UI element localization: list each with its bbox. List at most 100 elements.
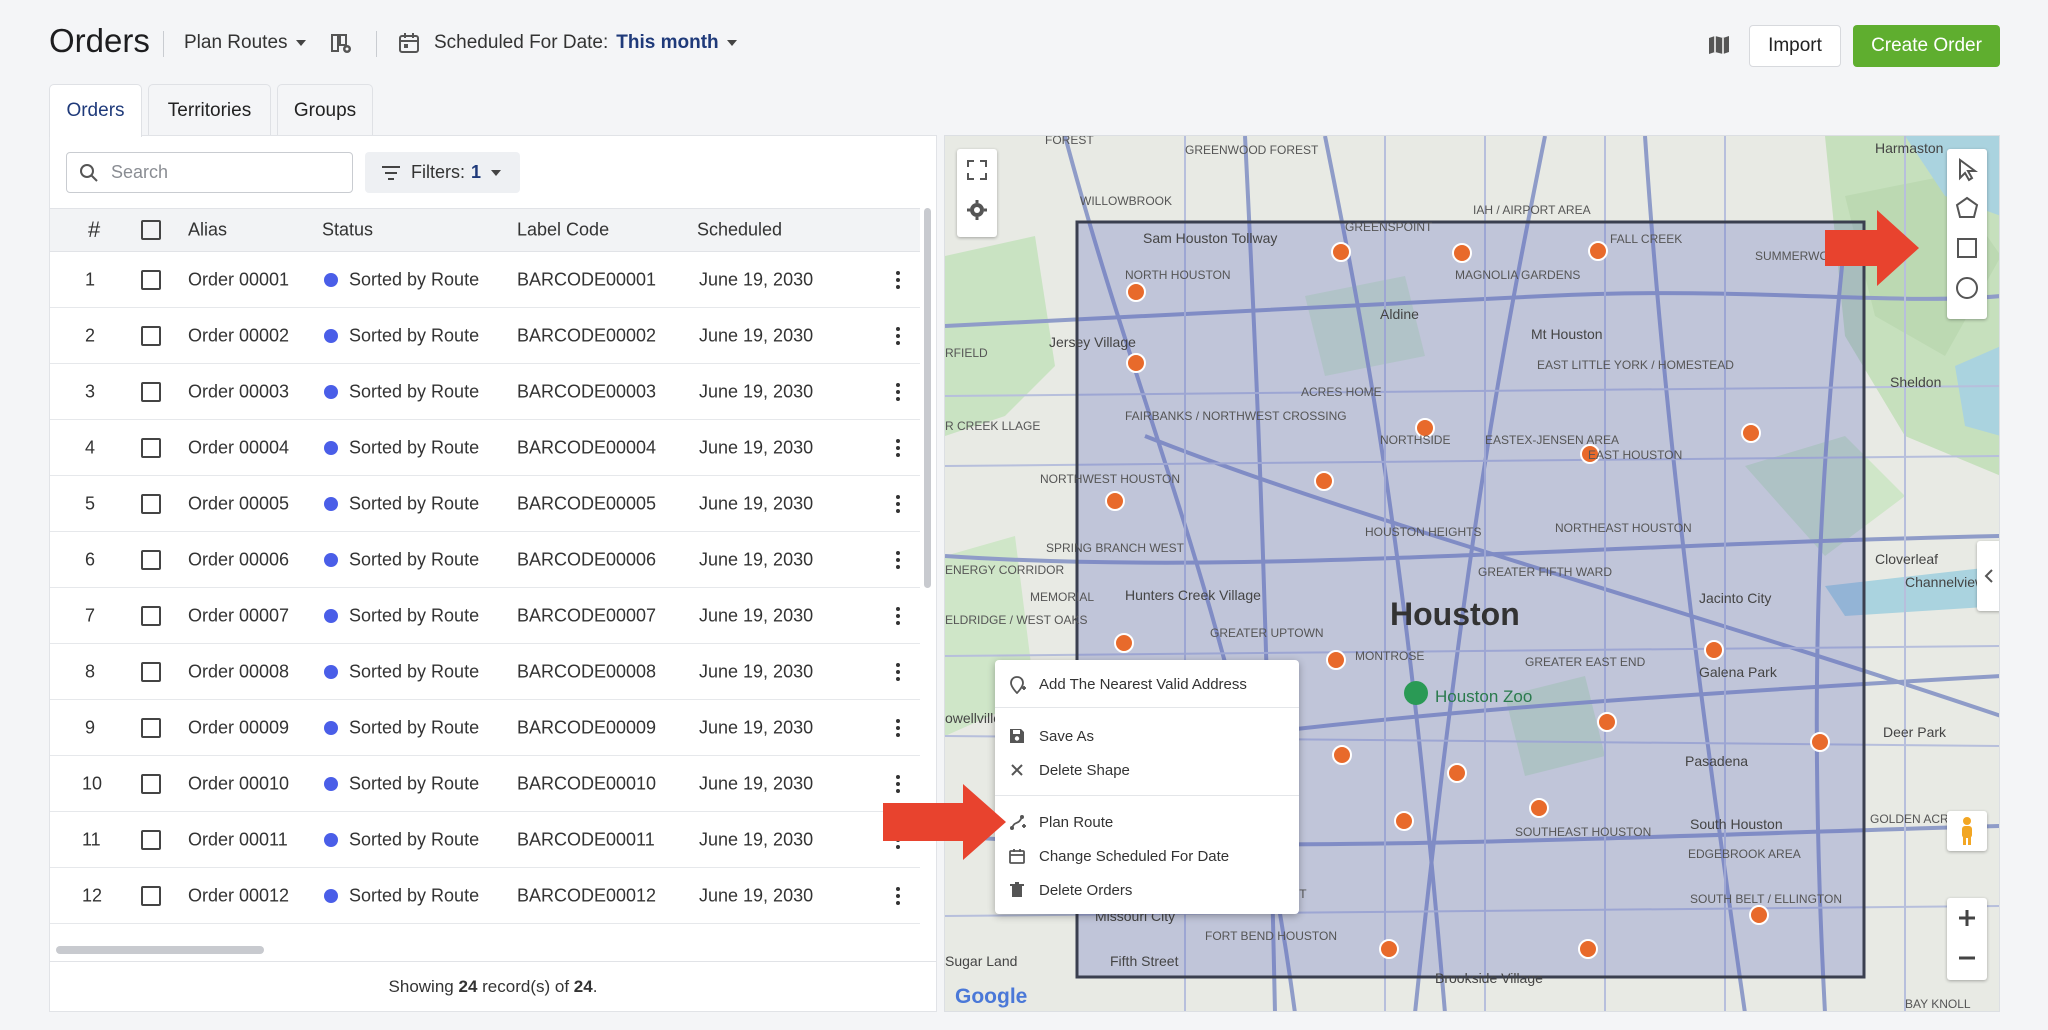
menu-item-label: Delete Shape — [1039, 761, 1130, 779]
order-alias[interactable]: Order 00011 — [188, 829, 288, 849]
order-alias[interactable]: Order 00001 — [188, 269, 290, 289]
order-alias[interactable]: Order 00008 — [188, 661, 290, 681]
order-alias[interactable]: Order 00012 — [188, 885, 290, 905]
vertical-scrollbar[interactable] — [922, 208, 932, 728]
column-status[interactable]: Status — [322, 219, 374, 240]
more-options-icon[interactable] — [896, 716, 900, 740]
more-options-icon[interactable] — [896, 884, 900, 908]
rectangle-tool-icon[interactable] — [1956, 237, 1978, 259]
order-alias[interactable]: Order 00009 — [188, 717, 290, 737]
order-scheduled-date: June 19, 2030 — [699, 269, 814, 289]
row-checkbox[interactable] — [141, 493, 161, 514]
zoom-out-icon[interactable] — [1957, 948, 1977, 968]
polygon-tool-icon[interactable] — [1955, 196, 1979, 220]
table-row[interactable]: 7 Order 00007 Sorted by Route BARCODE00007 J… — [50, 588, 920, 644]
zoom-in-icon[interactable] — [1957, 908, 1977, 928]
row-checkbox[interactable] — [141, 605, 161, 626]
table-row[interactable]: 10 Order 00010 Sorted by Route BARCODE00010… — [50, 756, 920, 812]
menu-item-plan-route[interactable]: Plan Route — [995, 806, 1299, 838]
more-options-icon[interactable] — [896, 772, 900, 796]
more-options-icon[interactable] — [896, 436, 900, 460]
column-scheduled[interactable]: Scheduled — [697, 219, 783, 240]
order-alias[interactable]: Order 00005 — [188, 493, 290, 513]
row-checkbox[interactable] — [141, 773, 161, 794]
calendar-icon — [399, 33, 419, 53]
filter-icon — [382, 165, 400, 180]
row-number: 8 — [85, 661, 96, 681]
collapse-panel-button[interactable] — [1977, 541, 1999, 611]
filters-button[interactable]: Filters: 1 — [365, 152, 520, 193]
column-label-code[interactable]: Label Code — [517, 219, 610, 240]
table-row[interactable]: 12 Order 00012 Sorted by Route BARCODE00012… — [50, 868, 920, 924]
order-alias[interactable]: Order 00010 — [188, 773, 290, 793]
map-place-label: Brookside Village — [1435, 970, 1543, 986]
table-row[interactable]: 8 Order 00008 Sorted by Route BARCODE00008 J… — [50, 644, 920, 700]
table-row[interactable]: 2 Order 00002 Sorted by Route BARCODE00002 J… — [50, 308, 920, 364]
table-row[interactable]: 3 Order 00003 Sorted by Route BARCODE00003 J… — [50, 364, 920, 420]
more-options-icon[interactable] — [896, 380, 900, 404]
route-settings-button[interactable] — [330, 32, 354, 56]
plan-routes-dropdown[interactable]: Plan Routes — [184, 32, 306, 54]
menu-item-add-nearest-address[interactable]: Add The Nearest Valid Address — [995, 668, 1299, 700]
row-checkbox[interactable] — [141, 717, 161, 738]
map-place-label: Hunters Creek Village — [1125, 587, 1261, 603]
menu-item-delete-shape[interactable]: Delete Shape — [995, 754, 1299, 786]
tab-groups[interactable]: Groups — [277, 84, 373, 136]
status-dot-icon — [324, 384, 338, 399]
chevron-down-icon — [295, 40, 306, 46]
import-button[interactable]: Import — [1749, 25, 1841, 67]
more-options-icon[interactable] — [896, 604, 900, 628]
order-alias[interactable]: Order 00002 — [188, 325, 290, 345]
more-options-icon[interactable] — [896, 660, 900, 684]
search-input[interactable]: Search — [66, 152, 353, 193]
map-view-icon[interactable] — [1707, 34, 1731, 56]
row-checkbox[interactable] — [141, 829, 161, 850]
street-view-button[interactable] — [1947, 811, 1987, 851]
select-all-checkbox[interactable] — [141, 220, 161, 240]
menu-item-delete-orders[interactable]: Delete Orders — [995, 874, 1299, 906]
tab-territories[interactable]: Territories — [148, 84, 271, 136]
status-dot-icon — [324, 608, 338, 623]
row-checkbox[interactable] — [141, 325, 161, 346]
table-row[interactable]: 9 Order 00009 Sorted by Route BARCODE00009 J… — [50, 700, 920, 756]
horizontal-scrollbar[interactable] — [56, 946, 264, 954]
svg-text:Google: Google — [955, 985, 1027, 1008]
row-checkbox[interactable] — [141, 885, 161, 906]
order-alias[interactable]: Order 00007 — [188, 605, 290, 625]
fullscreen-icon[interactable] — [966, 159, 988, 181]
map-poi-label: Houston Zoo — [1435, 687, 1533, 706]
map-place-label: GREATER EAST END — [1525, 655, 1646, 669]
row-checkbox[interactable] — [141, 437, 161, 458]
order-label-code: BARCODE00003 — [517, 381, 657, 401]
table-row[interactable]: 11 Order 00011 Sorted by Route BARCODE00011… — [50, 812, 920, 868]
more-options-icon[interactable] — [896, 548, 900, 572]
status-dot-icon — [324, 720, 338, 735]
row-number: 4 — [85, 437, 96, 457]
more-options-icon[interactable] — [896, 324, 900, 348]
row-checkbox[interactable] — [141, 549, 161, 570]
table-row[interactable]: 6 Order 00006 Sorted by Route BARCODE00006 J… — [50, 532, 920, 588]
select-pointer-icon[interactable] — [1956, 158, 1978, 182]
table-row[interactable]: 4 Order 00004 Sorted by Route BARCODE00004 J… — [50, 420, 920, 476]
more-options-icon[interactable] — [896, 268, 900, 292]
gear-icon[interactable] — [966, 199, 988, 221]
order-scheduled-date: June 19, 2030 — [699, 661, 814, 681]
column-alias[interactable]: Alias — [188, 219, 228, 240]
row-checkbox[interactable] — [141, 381, 161, 402]
create-order-button[interactable]: Create Order — [1853, 25, 2000, 67]
row-checkbox[interactable] — [141, 661, 161, 682]
scrollbar-thumb[interactable] — [924, 208, 931, 588]
order-alias[interactable]: Order 00003 — [188, 381, 290, 401]
order-label-code: BARCODE00008 — [517, 661, 657, 681]
more-options-icon[interactable] — [896, 492, 900, 516]
tab-orders[interactable]: Orders — [49, 84, 142, 137]
table-row[interactable]: 1 Order 00001 Sorted by Route BARCODE00001 J… — [50, 252, 920, 308]
menu-item-save-as[interactable]: Save As — [995, 720, 1299, 752]
order-alias[interactable]: Order 00004 — [188, 437, 290, 457]
menu-item-change-scheduled-date[interactable]: Change Scheduled For Date — [995, 840, 1299, 872]
table-row[interactable]: 5 Order 00005 Sorted by Route BARCODE00005 J… — [50, 476, 920, 532]
order-alias[interactable]: Order 00006 — [188, 549, 290, 569]
circle-tool-icon[interactable] — [1955, 276, 1979, 300]
scheduled-date-dropdown[interactable]: Scheduled For Date: This month — [398, 32, 737, 54]
row-checkbox[interactable] — [141, 269, 161, 290]
